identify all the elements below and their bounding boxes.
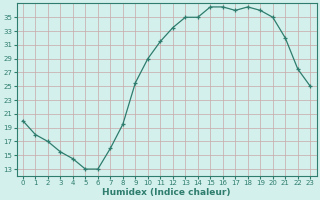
X-axis label: Humidex (Indice chaleur): Humidex (Indice chaleur) — [102, 188, 231, 197]
